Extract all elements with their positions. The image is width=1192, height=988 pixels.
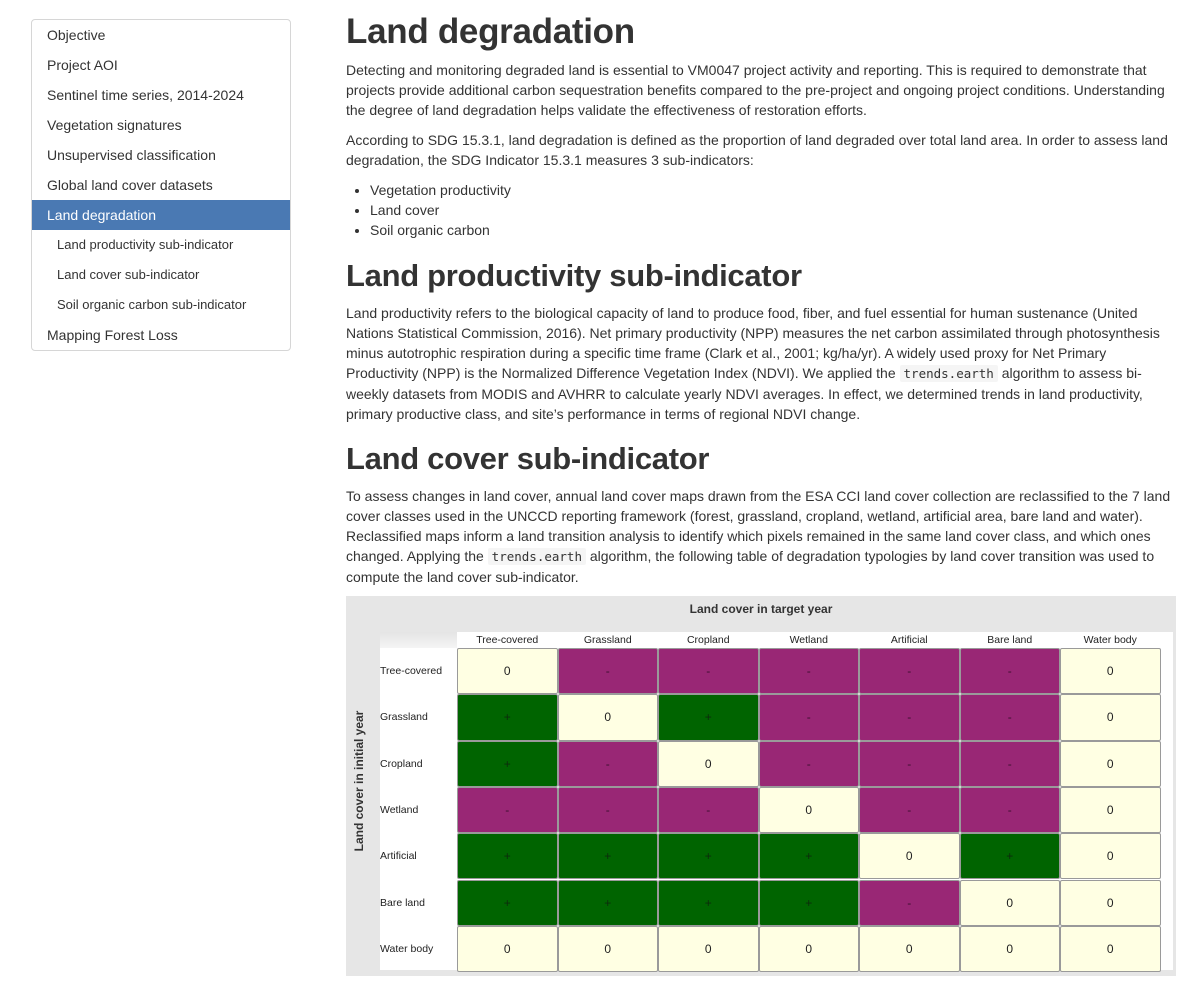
section-heading-land-cover: Land cover sub-indicator — [346, 441, 710, 476]
matrix-cell: - — [859, 879, 960, 926]
toc-item-vegetation-signatures[interactable]: Vegetation signatures — [47, 117, 182, 133]
matrix-cell: + — [758, 879, 859, 926]
matrix-cell: - — [457, 786, 558, 834]
matrix-title: Land cover in target year — [689, 602, 833, 616]
matrix-cell: + — [658, 694, 759, 741]
matrix-cell: + — [959, 833, 1060, 880]
page-title: Land degradation — [346, 12, 635, 51]
sdg-paragraph: According to SDG 15.3.1, land degradatio… — [346, 132, 1168, 168]
matrix-cell: 0 — [1060, 694, 1161, 741]
matrix-cell: 0 — [658, 740, 759, 787]
matrix-cell: + — [658, 833, 759, 880]
list-item: Vegetation productivity — [370, 180, 511, 200]
list-item: Soil organic carbon — [370, 220, 511, 240]
matrix-cell: - — [959, 648, 1060, 695]
matrix-row-header: Tree-covered — [380, 665, 443, 678]
toc-item-mapping-forest-loss[interactable]: Mapping Forest Loss — [47, 327, 178, 343]
toc-item-sentinel-time-series-2014-2024[interactable]: Sentinel time series, 2014-2024 — [47, 87, 244, 103]
matrix-cell: 0 — [557, 925, 658, 973]
matrix-cell: 0 — [859, 833, 960, 880]
toc-item-land-productivity-sub-indicator[interactable]: Land productivity sub-indicator — [57, 237, 234, 252]
land-cover-paragraph: To assess changes in land cover, annual … — [346, 486, 1176, 587]
matrix-cell: 0 — [959, 925, 1060, 973]
matrix-cell: 0 — [1060, 648, 1161, 695]
toc-item-objective[interactable]: Objective — [47, 27, 106, 43]
intro-paragraph: Detecting and monitoring degraded land i… — [346, 62, 1165, 118]
table-of-contents: Objective Project AOI Sentinel time series… — [31, 19, 291, 351]
inline-code: trends.earth — [899, 365, 998, 382]
matrix-cell: + — [457, 694, 558, 741]
matrix-cell: + — [758, 833, 859, 880]
matrix-cell: - — [959, 740, 1060, 787]
matrix-cell: + — [658, 879, 759, 926]
matrix-cell: - — [758, 694, 859, 741]
matrix-row-header: Water body — [380, 942, 434, 955]
matrix-cell: 0 — [457, 925, 558, 973]
matrix-cell: - — [959, 786, 1060, 834]
matrix-column-header: Wetland — [789, 634, 828, 646]
matrix-cell: 0 — [1060, 786, 1161, 834]
matrix-y-label: Land cover in initial year — [352, 710, 366, 852]
matrix-cell: - — [758, 648, 859, 695]
matrix-row-header: Bare land — [380, 896, 425, 909]
matrix-cell: - — [557, 786, 658, 834]
matrix-cell: 0 — [457, 648, 558, 695]
paragraph-text: algorithm, the following table of degrad… — [346, 548, 1155, 585]
matrix-row-header: Cropland — [380, 757, 423, 770]
matrix-cell: + — [457, 740, 558, 787]
sub-indicator-list: Vegetation productivity Land cover Soil … — [346, 180, 511, 240]
toc-item-global-land-cover-datasets[interactable]: Global land cover datasets — [47, 177, 213, 193]
matrix-cell: - — [658, 648, 759, 695]
paragraph-text: Land productivity refers to the biologic… — [346, 305, 1160, 381]
section-heading-land-productivity: Land productivity sub-indicator — [346, 258, 802, 293]
matrix-column-header: Grassland — [583, 634, 632, 646]
toc-item-land-cover-sub-indicator[interactable]: Land cover sub-indicator — [57, 267, 200, 282]
matrix-cell: - — [859, 786, 960, 834]
inline-code: trends.earth — [487, 548, 586, 565]
matrix-cell: + — [457, 833, 558, 880]
matrix-cell: - — [959, 694, 1060, 741]
matrix-cell: - — [658, 786, 759, 834]
matrix-row-header: Wetland — [380, 804, 419, 817]
matrix-column-header: Cropland — [686, 634, 730, 646]
degradation-matrix-figure: Land cover in target year Land cover in … — [346, 596, 1176, 976]
list-item: Land cover — [370, 200, 511, 220]
paragraph-text: algorithm to assess bi-weekly datasets f… — [346, 365, 1143, 422]
matrix-cell: - — [557, 740, 658, 787]
matrix-cell: 0 — [658, 925, 759, 973]
paragraph-text: To assess changes in land cover, annual … — [346, 488, 1171, 564]
matrix-cell: 0 — [758, 925, 859, 973]
toc-item-land-degradation[interactable]: Land degradation — [32, 200, 290, 230]
matrix-cell: - — [557, 648, 658, 695]
matrix-row-header: Artificial — [380, 850, 417, 863]
matrix-column-header: Water body — [1083, 634, 1137, 646]
matrix-cell: 0 — [859, 925, 960, 973]
matrix-cell: 0 — [1060, 925, 1161, 973]
matrix-column-header: Artificial — [890, 634, 928, 646]
matrix-column-header: Bare land — [987, 634, 1033, 646]
matrix-row-header: Grassland — [380, 711, 428, 724]
matrix-cell: 0 — [959, 879, 1060, 926]
matrix-cell: - — [758, 740, 859, 787]
matrix-cell: + — [457, 879, 558, 926]
toc-item-soil-organic-carbon-sub-indicator[interactable]: Soil organic carbon sub-indicator — [57, 297, 247, 312]
matrix-cell: 0 — [1060, 833, 1161, 880]
matrix-cell: + — [557, 879, 658, 926]
matrix-cell: 0 — [557, 694, 658, 741]
matrix-cell: 0 — [758, 786, 859, 834]
matrix-column-header: Tree-covered — [476, 634, 539, 646]
toc-item-unsupervised-classification[interactable]: Unsupervised classification — [47, 147, 216, 163]
matrix-cell: 0 — [1060, 740, 1161, 787]
matrix-corner — [380, 632, 457, 648]
degradation-matrix: Tree-covered Grassland Cropland Wetland Arti… — [380, 632, 1173, 973]
matrix-cell: - — [859, 740, 960, 787]
matrix-cell: - — [859, 694, 960, 741]
matrix-cell: + — [557, 833, 658, 880]
matrix-cell: - — [859, 648, 960, 695]
matrix-cell: 0 — [1060, 879, 1161, 926]
toc-item-project-aoi[interactable]: Project AOI — [47, 57, 118, 73]
land-productivity-paragraph: Land productivity refers to the biologic… — [346, 303, 1176, 424]
